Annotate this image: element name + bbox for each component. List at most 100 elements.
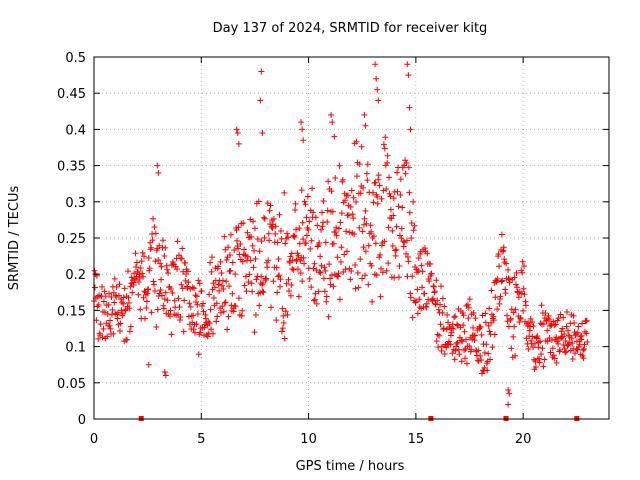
- data-point: [504, 312, 511, 319]
- data-point: [135, 278, 142, 285]
- data-point: [375, 97, 382, 104]
- data-point: [538, 351, 545, 358]
- data-point: [143, 298, 150, 305]
- data-point: [387, 193, 394, 200]
- data-point: [161, 253, 168, 260]
- data-point: [114, 315, 121, 322]
- data-point: [300, 137, 307, 144]
- data-point: [226, 268, 233, 275]
- data-point: [126, 305, 133, 312]
- data-point: [136, 275, 143, 282]
- data-point: [537, 320, 544, 327]
- data-point: [544, 327, 551, 334]
- data-point: [155, 169, 162, 176]
- data-point: [434, 297, 441, 304]
- data-point: [238, 312, 245, 319]
- data-point: [272, 223, 279, 230]
- data-point: [158, 276, 165, 283]
- data-point: [530, 344, 537, 351]
- data-point: [218, 270, 225, 277]
- data-point: [483, 341, 490, 348]
- data-point: [521, 291, 528, 298]
- data-point: [336, 225, 343, 232]
- data-point: [441, 350, 448, 357]
- data-point: [316, 239, 323, 246]
- data-point: [135, 291, 142, 298]
- data-point: [129, 289, 136, 296]
- data-point: [267, 202, 274, 209]
- data-point: [465, 304, 472, 311]
- data-point: [362, 248, 369, 255]
- data-point: [344, 248, 351, 255]
- data-point: [375, 172, 382, 179]
- data-point: [296, 240, 303, 247]
- data-point: [231, 247, 238, 254]
- data-point: [560, 314, 567, 321]
- data-point: [508, 345, 515, 352]
- data-point: [374, 86, 381, 93]
- data-point: [247, 257, 254, 264]
- data-point: [556, 347, 563, 354]
- data-point: [226, 283, 233, 290]
- data-point: [306, 218, 313, 225]
- data-point: [451, 356, 458, 363]
- data-point: [342, 266, 349, 273]
- data-point: [343, 192, 350, 199]
- data-point: [325, 313, 332, 320]
- data-point: [310, 209, 317, 216]
- data-point: [574, 329, 581, 336]
- data-point: [289, 257, 296, 264]
- data-point: [350, 215, 357, 222]
- data-point: [433, 277, 440, 284]
- data-point: [133, 264, 140, 271]
- data-point: [360, 244, 367, 251]
- data-point: [320, 198, 327, 205]
- data-point: [161, 296, 168, 303]
- data-point: [405, 258, 412, 265]
- data-point: [494, 306, 501, 313]
- data-point: [279, 325, 286, 332]
- data-point: [213, 300, 220, 307]
- data-point: [190, 312, 197, 319]
- data-point: [174, 238, 181, 245]
- data-point: [335, 270, 342, 277]
- data-point: [275, 256, 282, 263]
- data-point: [437, 321, 444, 328]
- y-tick-label: 0.05: [57, 377, 86, 392]
- data-point: [364, 161, 371, 168]
- data-point: [178, 281, 185, 288]
- y-tick-label: 0.25: [57, 232, 86, 247]
- data-point: [564, 342, 571, 349]
- data-point: [152, 230, 159, 237]
- data-point: [313, 267, 320, 274]
- data-point: [268, 304, 275, 311]
- data-point: [443, 326, 450, 333]
- data-point: [281, 189, 288, 196]
- data-point: [415, 267, 422, 274]
- data-point: [563, 323, 570, 330]
- data-point: [138, 258, 145, 265]
- data-point: [569, 356, 576, 363]
- data-point: [424, 250, 431, 257]
- data-point: [373, 272, 380, 279]
- data-point: [194, 301, 201, 308]
- data-point: [225, 244, 232, 251]
- grid-lines: [94, 57, 609, 419]
- data-point: [486, 328, 493, 335]
- data-point: [284, 230, 291, 237]
- data-point: [285, 234, 292, 241]
- data-point: [249, 242, 256, 249]
- data-point: [251, 329, 258, 336]
- data-point: [520, 285, 527, 292]
- data-point: [107, 317, 114, 324]
- data-point: [400, 243, 407, 250]
- data-point: [551, 322, 558, 329]
- data-point: [330, 240, 337, 247]
- data-point: [471, 332, 478, 339]
- data-point: [175, 252, 182, 259]
- data-point: [486, 305, 493, 312]
- data-point: [113, 283, 120, 290]
- data-point: [414, 310, 421, 317]
- data-point: [380, 141, 387, 148]
- data-point: [127, 323, 134, 330]
